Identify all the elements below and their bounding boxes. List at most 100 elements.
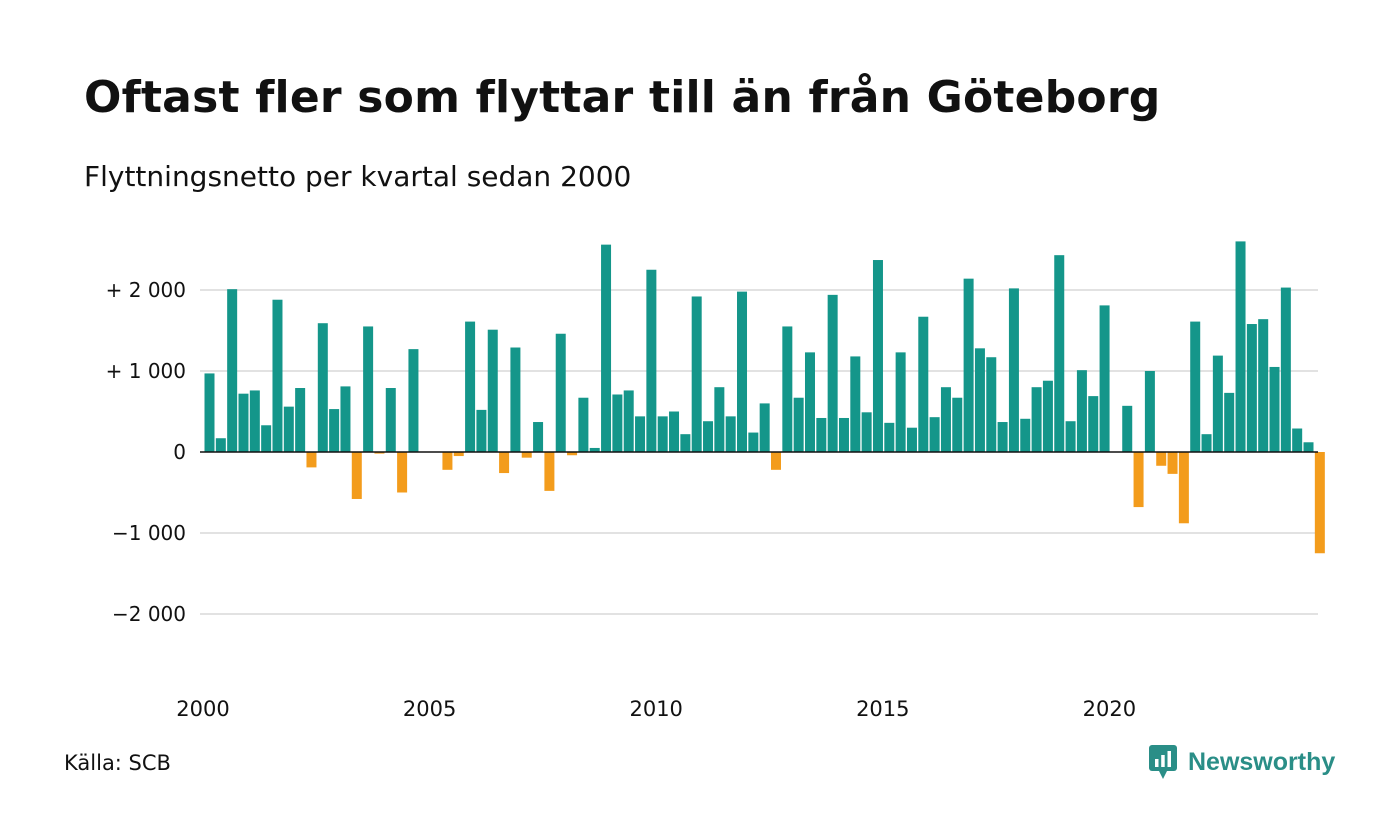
bar: 2006 Q1: 520 — [476, 409, 487, 452]
bar: 2017 Q1: 1280 — [974, 348, 985, 452]
bar: 2022 Q3: 730 — [1224, 392, 1235, 452]
bar: 2012 Q2: 600 — [759, 403, 770, 452]
bar: 2004 Q1: 790 — [385, 388, 396, 452]
bar: 2010 Q2: 500 — [669, 411, 680, 452]
bar: 2016 Q3: 670 — [952, 397, 963, 452]
bar: 2007 Q1: -70 — [521, 452, 532, 458]
y-tick-label: + 2 000 — [106, 278, 186, 302]
bar: 2021 Q1: -170 — [1156, 452, 1167, 466]
bar: 2020 Q3: -680 — [1133, 452, 1144, 508]
bar: 2015 Q4: 1670 — [918, 316, 929, 452]
bar: 2001 Q3: 1880 — [272, 299, 283, 452]
x-tick-label: 2020 — [1083, 697, 1136, 721]
bar: 2003 Q3: 1550 — [363, 326, 374, 452]
brand[interactable]: Newsworthy — [1148, 744, 1335, 780]
bar: 2009 Q4: 2250 — [646, 269, 657, 452]
bar: 2019 Q1: 380 — [1065, 421, 1076, 452]
gridlines — [200, 289, 1318, 615]
bar: 2008 Q2: 670 — [578, 397, 589, 452]
bar: 2000 Q4: 720 — [238, 393, 249, 452]
bar: 2015 Q3: 300 — [906, 427, 917, 452]
bar: 2021 Q4: 1610 — [1190, 321, 1201, 452]
bar: 2015 Q2: 1230 — [895, 352, 906, 452]
bar: 2014 Q2: 1180 — [850, 356, 861, 452]
bar: 2013 Q1: 670 — [793, 397, 804, 452]
bar: 2005 Q4: 1610 — [465, 321, 476, 452]
bar: 2003 Q4: -20 — [374, 452, 385, 454]
bar: 2023 Q4: 2030 — [1280, 287, 1291, 452]
x-tick-label: 2010 — [629, 697, 682, 721]
bar: 2017 Q4: 2020 — [1008, 288, 1019, 452]
bar: 2024 Q2: 120 — [1303, 442, 1314, 452]
bar: 2023 Q1: 1580 — [1246, 324, 1257, 452]
bar: 2012 Q3: -220 — [771, 452, 781, 470]
bar: 2002 Q4: 530 — [329, 409, 340, 452]
bar: 2013 Q2: 1230 — [804, 352, 815, 452]
bar: 2003 Q1: 810 — [340, 386, 351, 452]
bars: 2000 Q1: 9702000 Q2: 1702000 Q3: 2010200… — [204, 241, 1325, 554]
bar: 2011 Q1: 380 — [703, 421, 714, 452]
bar: 2021 Q2: -270 — [1167, 452, 1178, 474]
bar: 2018 Q1: 410 — [1020, 418, 1031, 452]
bar: 2001 Q4: 560 — [283, 406, 294, 452]
bar: 2001 Q2: 330 — [261, 425, 272, 452]
bar: 2007 Q4: 1460 — [555, 333, 566, 452]
bar: 2020 Q2: 570 — [1122, 405, 1133, 452]
bar: 2018 Q3: 880 — [1042, 380, 1053, 452]
bar: 2009 Q3: 440 — [635, 416, 646, 452]
bar: 2002 Q3: 1590 — [317, 323, 328, 452]
y-tick-label: −2 000 — [112, 602, 186, 626]
bar: 2018 Q2: 800 — [1031, 387, 1042, 452]
bar: 2012 Q4: 1550 — [782, 326, 793, 452]
bar: 2016 Q2: 800 — [940, 387, 951, 452]
x-axis-labels: 2000 2005 2010 2015 2020 — [176, 697, 1136, 721]
newsworthy-logo-icon — [1149, 745, 1177, 779]
y-tick-label: + 1 000 — [106, 359, 186, 383]
bar: 2016 Q4: 2140 — [963, 278, 974, 452]
bar: 2024 Q3: -1250 — [1314, 452, 1325, 554]
y-tick-label: 0 — [173, 440, 186, 464]
bar: 2023 Q3: 1050 — [1269, 366, 1280, 452]
bar: 2008 Q4: 2560 — [601, 244, 612, 452]
bar: 2006 Q3: -260 — [499, 452, 510, 474]
bar: 2013 Q4: 1940 — [827, 294, 838, 452]
bar: 2012 Q1: 240 — [748, 432, 759, 452]
bar: 2008 Q3: 50 — [589, 447, 600, 452]
bar: 2019 Q2: 1010 — [1076, 370, 1087, 452]
bar: 2015 Q1: 360 — [884, 422, 895, 452]
bar: 2000 Q3: 2010 — [227, 289, 238, 452]
bar: 2014 Q1: 420 — [838, 417, 849, 452]
y-tick-label: −1 000 — [112, 521, 186, 545]
y-axis-labels: + 2 000 + 1 000 0 −1 000 −2 000 — [106, 278, 186, 626]
bar: 2006 Q2: 1510 — [487, 329, 498, 452]
bar: 2001 Q1: 760 — [249, 390, 260, 452]
x-tick-label: 2005 — [403, 697, 456, 721]
bar: 2007 Q2: 370 — [533, 422, 544, 452]
bar: 2000 Q2: 170 — [215, 438, 226, 452]
bar: 2009 Q2: 760 — [623, 390, 634, 452]
bar: 2009 Q1: 710 — [612, 394, 623, 452]
bar: 2017 Q3: 370 — [997, 422, 1008, 452]
bar: 2023 Q2: 1640 — [1258, 319, 1269, 452]
bar: 2010 Q3: 220 — [680, 434, 691, 452]
x-tick-label: 2015 — [856, 697, 909, 721]
bar: 2019 Q3: 690 — [1088, 396, 1099, 452]
chart-title: Oftast fler som flyttar till än från Göt… — [84, 72, 1161, 123]
bar: 2005 Q2: -220 — [442, 452, 453, 470]
bar: 2008 Q1: -40 — [567, 452, 578, 456]
bar: 2022 Q1: 220 — [1201, 434, 1212, 452]
source-note: Källa: SCB — [64, 751, 171, 775]
bar: 2021 Q3: -880 — [1178, 452, 1189, 524]
bar: 2011 Q3: 440 — [725, 416, 736, 452]
bar: 2013 Q3: 420 — [816, 417, 827, 452]
bar: 2014 Q4: 2370 — [872, 260, 883, 452]
bar: 2017 Q2: 1170 — [986, 357, 997, 452]
bar: 2006 Q4: 1290 — [510, 347, 521, 452]
bar: 2019 Q4: 1810 — [1099, 305, 1110, 452]
bar: 2003 Q2: -580 — [351, 452, 362, 499]
bar: 2005 Q3: -50 — [453, 452, 464, 457]
bar: 2010 Q4: 1920 — [691, 296, 702, 452]
bar: 2002 Q2: -190 — [306, 452, 317, 468]
